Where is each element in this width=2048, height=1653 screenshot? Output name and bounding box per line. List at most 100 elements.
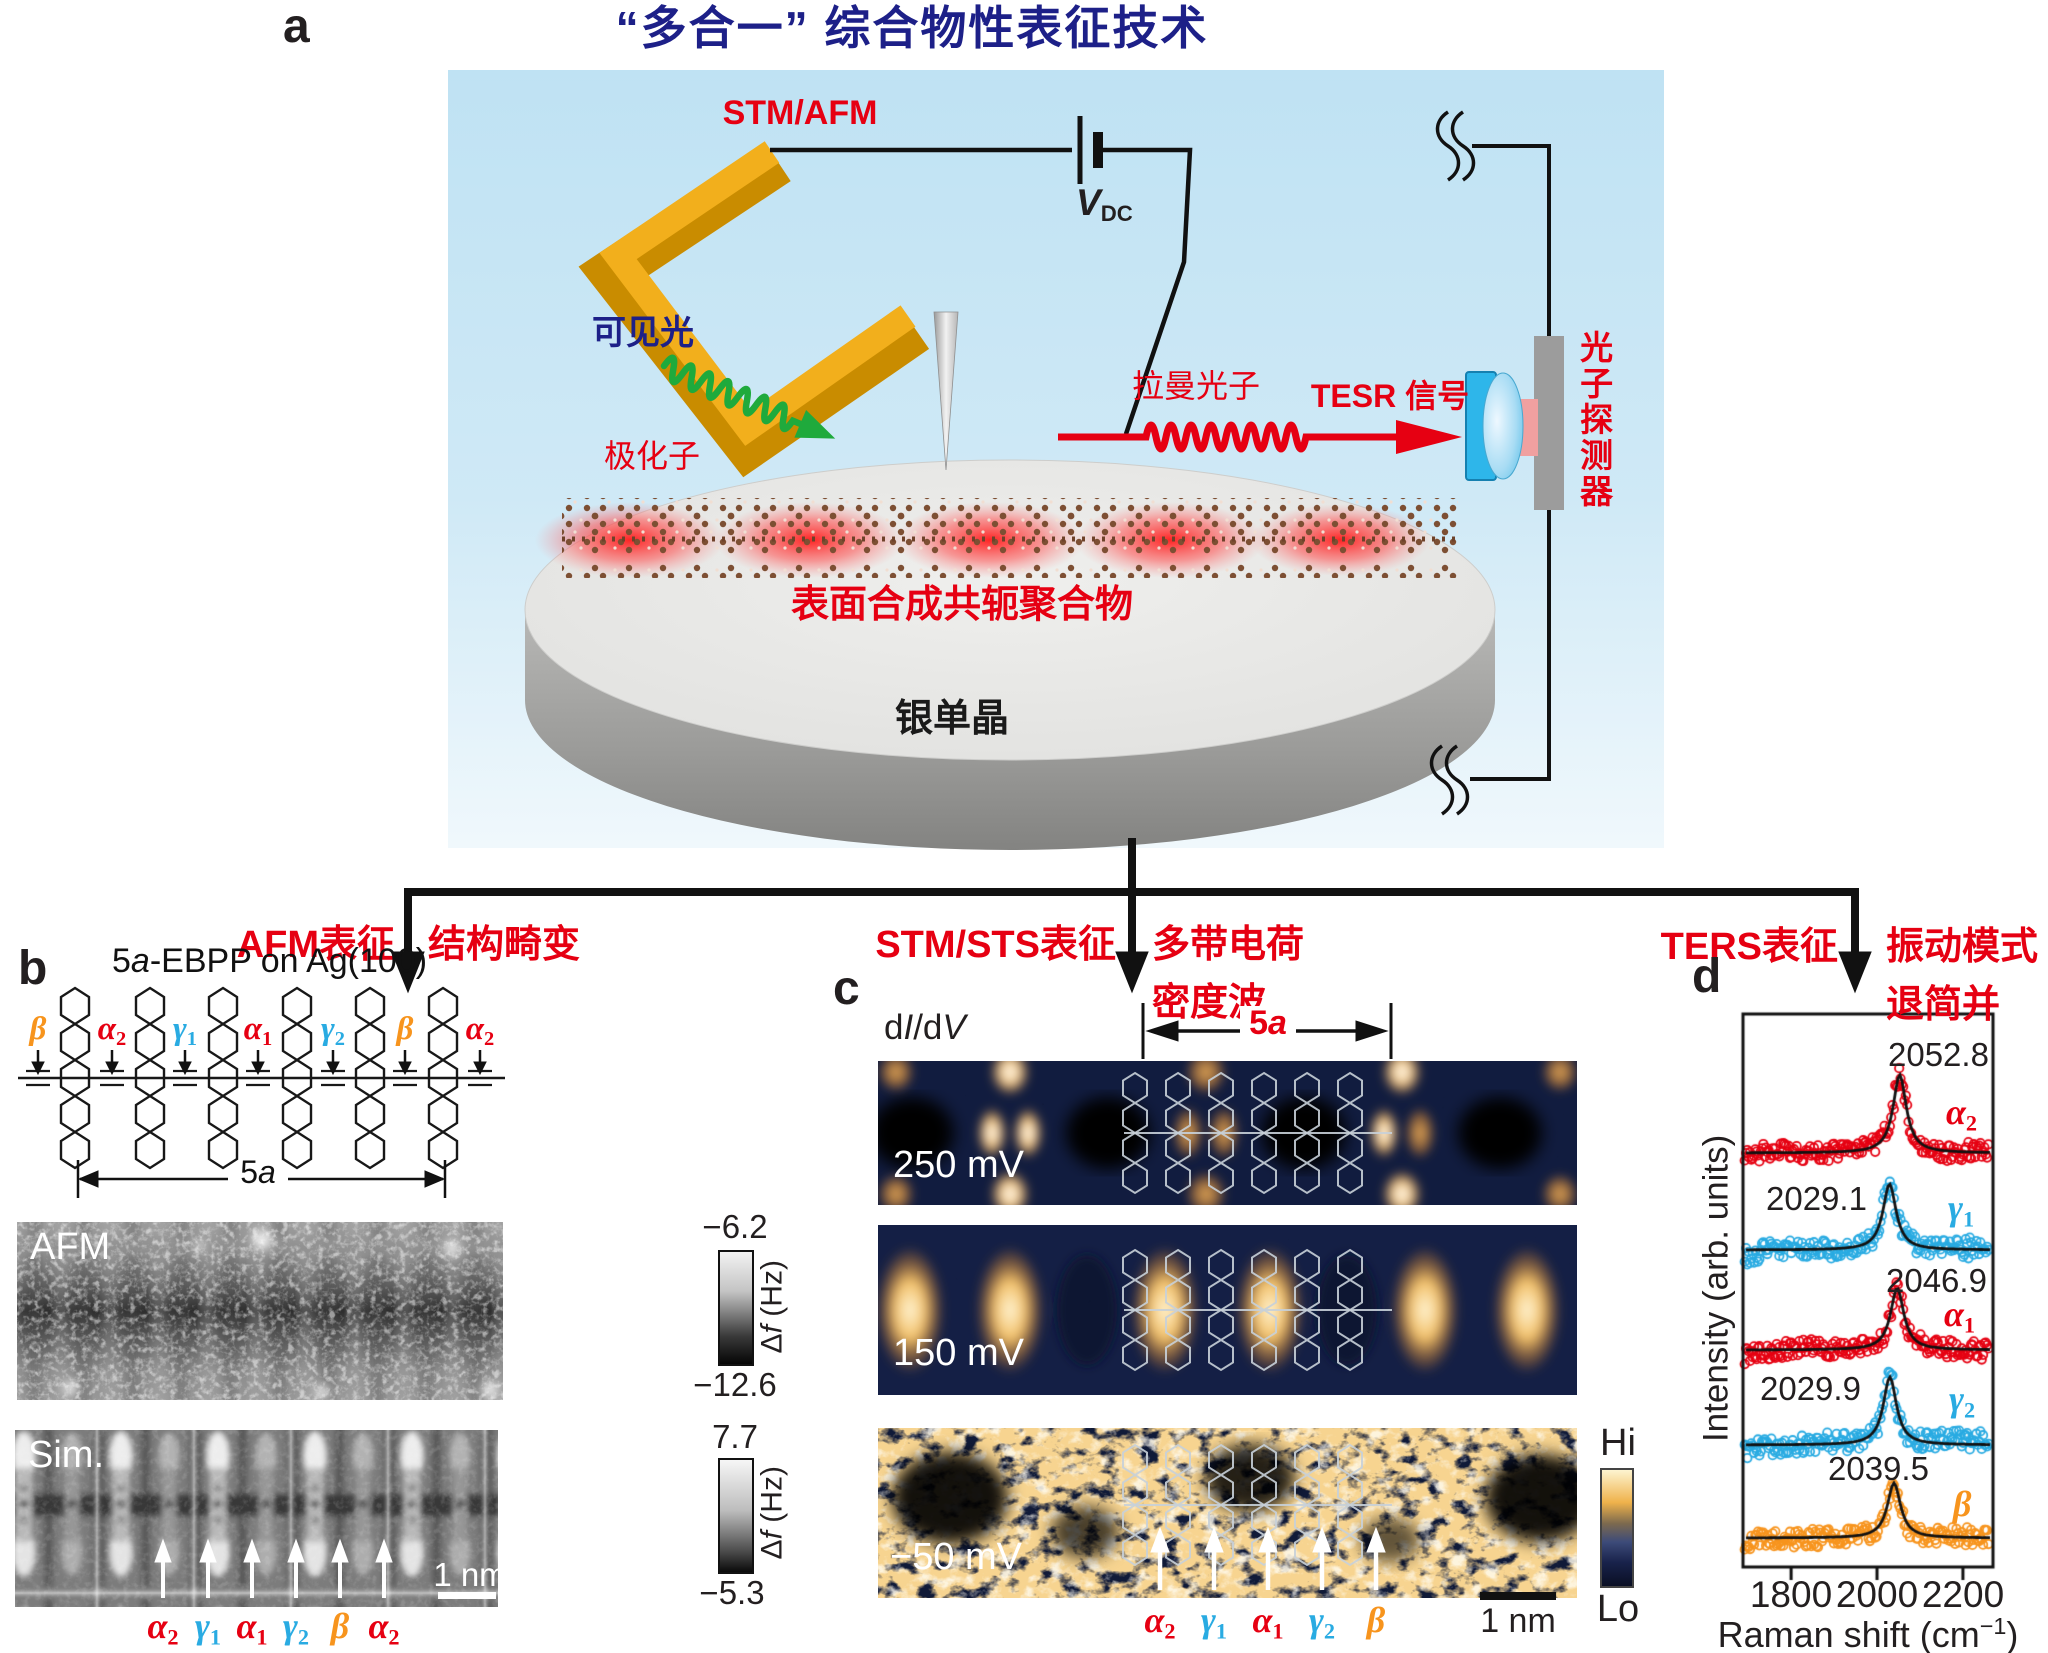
site-label: α2 bbox=[1144, 1600, 1176, 1644]
bias-150mv: 150 mV bbox=[893, 1332, 1024, 1374]
didv-colorbar bbox=[1600, 1468, 1634, 1588]
afm-scale-max: −6.2 bbox=[702, 1208, 768, 1245]
series-label: γ1 bbox=[1948, 1188, 1975, 1232]
branch-arrows bbox=[391, 838, 1872, 994]
detector-circuit bbox=[1429, 110, 1551, 816]
bond-label: γ2 bbox=[321, 1011, 345, 1051]
colorbar-lo: Lo bbox=[1596, 1588, 1640, 1630]
site-label: γ1 bbox=[194, 1606, 222, 1650]
bias-neg50mv: −50 mV bbox=[890, 1536, 1023, 1578]
molecule-overlay-map3 bbox=[1123, 1445, 1392, 1565]
peak-value: 2029.1 bbox=[1766, 1180, 1867, 1217]
raman-signal-arrow bbox=[1058, 420, 1462, 454]
probe-label: STM/AFM bbox=[722, 94, 878, 132]
peak-value: 2029.9 bbox=[1760, 1370, 1861, 1407]
panel-a-label: a bbox=[283, 0, 310, 53]
colorbar-hi: Hi bbox=[1600, 1422, 1636, 1464]
didv-map-250mv bbox=[878, 1061, 1577, 1205]
tuning-fork-sensor bbox=[578, 141, 930, 478]
panel-d-label: d bbox=[1692, 950, 1722, 1003]
branch-stm-technique: STM/STS表征 bbox=[875, 924, 1116, 966]
afm-scale-unit: Δf (Hz) bbox=[755, 1260, 789, 1354]
bond-label: γ1 bbox=[173, 1011, 197, 1051]
x-tick-1800: 1800 bbox=[1749, 1574, 1833, 1615]
sim-scale-min: −5.3 bbox=[699, 1574, 765, 1611]
bond-label: α2 bbox=[465, 1011, 495, 1051]
unit-cell-dimension-c bbox=[1141, 1003, 1393, 1059]
site-label: α1 bbox=[1252, 1600, 1284, 1644]
molecule-overlay-map1 bbox=[1123, 1073, 1392, 1193]
afm-image bbox=[17, 1222, 503, 1400]
peak-value: 2052.8 bbox=[1888, 1036, 1989, 1073]
bond-label: α1 bbox=[243, 1011, 273, 1051]
bond-label: β bbox=[29, 1011, 47, 1047]
polymer-chain-illustration bbox=[535, 498, 1458, 578]
afm-colorbar bbox=[718, 1250, 754, 1366]
site-label: γ2 bbox=[282, 1606, 310, 1650]
substrate-label: 银单晶 bbox=[894, 698, 1009, 740]
x-tick-2000: 2000 bbox=[1835, 1574, 1919, 1615]
raman-spectra-plot bbox=[1700, 990, 2030, 1640]
peak-value: 2046.9 bbox=[1886, 1262, 1987, 1299]
bond-label: β bbox=[396, 1011, 414, 1047]
site-label: γ2 bbox=[1308, 1600, 1336, 1644]
polaron-label: 极化子 bbox=[603, 438, 700, 474]
didv-map-150mv bbox=[878, 1225, 1577, 1395]
bond-label: α2 bbox=[97, 1011, 127, 1051]
branch-stm-result-1: 多带电荷 bbox=[1152, 924, 1305, 966]
panel-c-label: c bbox=[833, 962, 860, 1015]
site-label: α1 bbox=[236, 1606, 268, 1650]
x-tick-2200: 2200 bbox=[1921, 1574, 2005, 1615]
site-arrows-map3 bbox=[1150, 1526, 1386, 1590]
branch-ters-result-1: 振动模式 bbox=[1886, 926, 2039, 968]
figure-title: “多合一” 综合物性表征技术 bbox=[615, 2, 1209, 54]
stm-tip bbox=[933, 311, 959, 471]
panel-b-label: b bbox=[18, 942, 48, 995]
photon-detector-illustration bbox=[1465, 336, 1564, 510]
branch-afm-technique: AFM表征 bbox=[236, 924, 395, 966]
unit-cell-dimension-b bbox=[76, 1160, 447, 1198]
scalebar-sim bbox=[438, 1592, 496, 1599]
photon-detector-label: 光子探测器 bbox=[1575, 330, 1613, 510]
unit-cell-label-c: 5a bbox=[1240, 1005, 1296, 1042]
unit-cell-label-b: 5a bbox=[240, 1154, 276, 1190]
scalebar-map bbox=[1480, 1592, 1556, 1600]
panel-b-title: 5a-EBPP on Ag(100) bbox=[112, 942, 428, 980]
branch-ters-technique: TERS表征 bbox=[1660, 926, 1838, 968]
raman-photon-label: 拉曼光子 bbox=[1131, 368, 1260, 404]
series-label: α2 bbox=[1946, 1092, 1978, 1136]
panel-b-structure bbox=[18, 988, 505, 1198]
bias-circuit bbox=[770, 116, 1193, 435]
bias-250mv: 250 mV bbox=[893, 1144, 1024, 1186]
polymer-label: 表面合成共轭聚合物 bbox=[790, 584, 1133, 626]
branch-afm-result: 结构畸变 bbox=[428, 924, 581, 966]
sim-scale-max: 7.7 bbox=[712, 1418, 758, 1455]
site-label: β bbox=[330, 1606, 350, 1646]
sim-image-label: Sim. bbox=[28, 1434, 104, 1476]
visible-light-label: 可见光 bbox=[592, 314, 694, 352]
y-axis-label: Intensity (arb. units) bbox=[1696, 1134, 1736, 1443]
panel-a-schematic bbox=[448, 70, 1664, 850]
sim-scale-unit: Δf (Hz) bbox=[755, 1466, 789, 1560]
site-label: β bbox=[1366, 1600, 1386, 1640]
didv-label: dI/dV bbox=[884, 1008, 966, 1047]
afm-image-label: AFM bbox=[30, 1226, 111, 1268]
bias-label: VDC bbox=[1076, 182, 1133, 226]
site-label: α2 bbox=[147, 1606, 179, 1650]
molecule-overlay-map2 bbox=[1123, 1250, 1392, 1370]
scalebar-label-map: 1 nm bbox=[1480, 1602, 1556, 1640]
series-label: α1 bbox=[1944, 1294, 1976, 1338]
branch-ters-result-2: 退简并 bbox=[1886, 984, 2001, 1026]
x-axis-label: Raman shift (cm−1) bbox=[1717, 1613, 2019, 1653]
visible-light-arrow bbox=[660, 354, 836, 439]
sim-image bbox=[15, 1430, 498, 1607]
didv-map-neg50mv bbox=[878, 1428, 1577, 1598]
series-label: β bbox=[1953, 1484, 1972, 1524]
sim-colorbar bbox=[718, 1458, 754, 1574]
afm-scale-min: −12.6 bbox=[693, 1366, 777, 1403]
tesr-signal-label: TESR 信号 bbox=[1310, 378, 1470, 414]
series-label: γ2 bbox=[1949, 1379, 1976, 1423]
peak-value: 2039.5 bbox=[1828, 1450, 1929, 1487]
